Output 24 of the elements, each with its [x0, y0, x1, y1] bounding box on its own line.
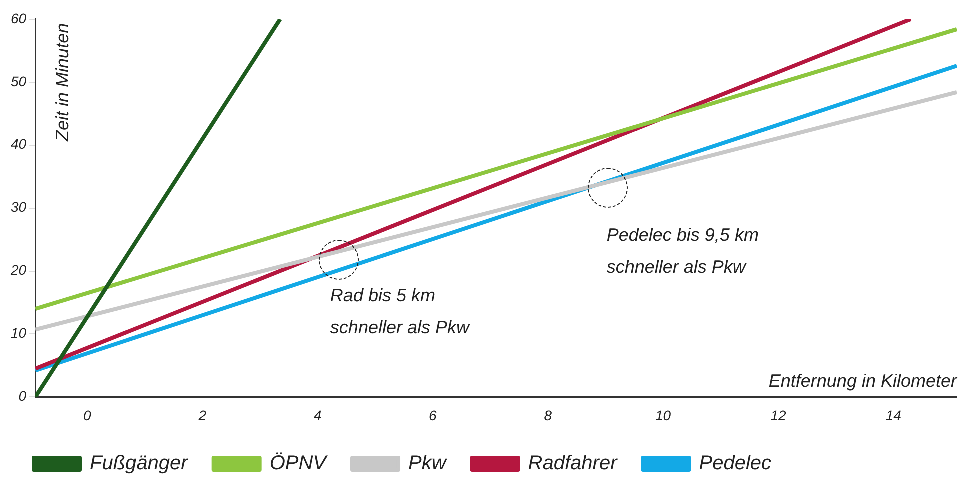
- y-tick-label: 20: [10, 262, 27, 278]
- y-tick-label: 50: [10, 73, 27, 90]
- x-tick-label: 8: [544, 407, 552, 424]
- legend-label: ÖPNV: [270, 452, 328, 475]
- annotation: Rad bis 5 km schneller als Pkw: [330, 286, 470, 338]
- x-tick-label: 2: [198, 407, 207, 424]
- x-tick-label: 6: [429, 407, 438, 424]
- y-tick-label: 60: [10, 10, 27, 26]
- y-tick-label: 40: [10, 136, 27, 152]
- x-axis-title: Entfernung in Kilometer: [768, 371, 958, 392]
- x-tick-label: 4: [314, 407, 322, 424]
- y-axis-title: Zeit in Minuten: [52, 23, 73, 142]
- legend-label: Pedelec: [699, 452, 772, 475]
- y-tick-label: 0: [18, 388, 27, 404]
- y-tick-label: 30: [10, 199, 27, 216]
- x-tick-label: 10: [656, 407, 672, 424]
- x-tick-label: 0: [84, 407, 92, 424]
- x-tick-label: 14: [886, 407, 902, 424]
- y-tick-label: 10: [10, 325, 27, 342]
- legend-label: Fußgänger: [90, 452, 190, 475]
- legend-label: Radfahrer: [528, 452, 619, 475]
- x-tick-label: 12: [770, 407, 786, 424]
- annotation: Pedelec bis 9,5 km schneller als Pkw: [606, 225, 759, 278]
- legend-label: Pkw: [408, 452, 448, 475]
